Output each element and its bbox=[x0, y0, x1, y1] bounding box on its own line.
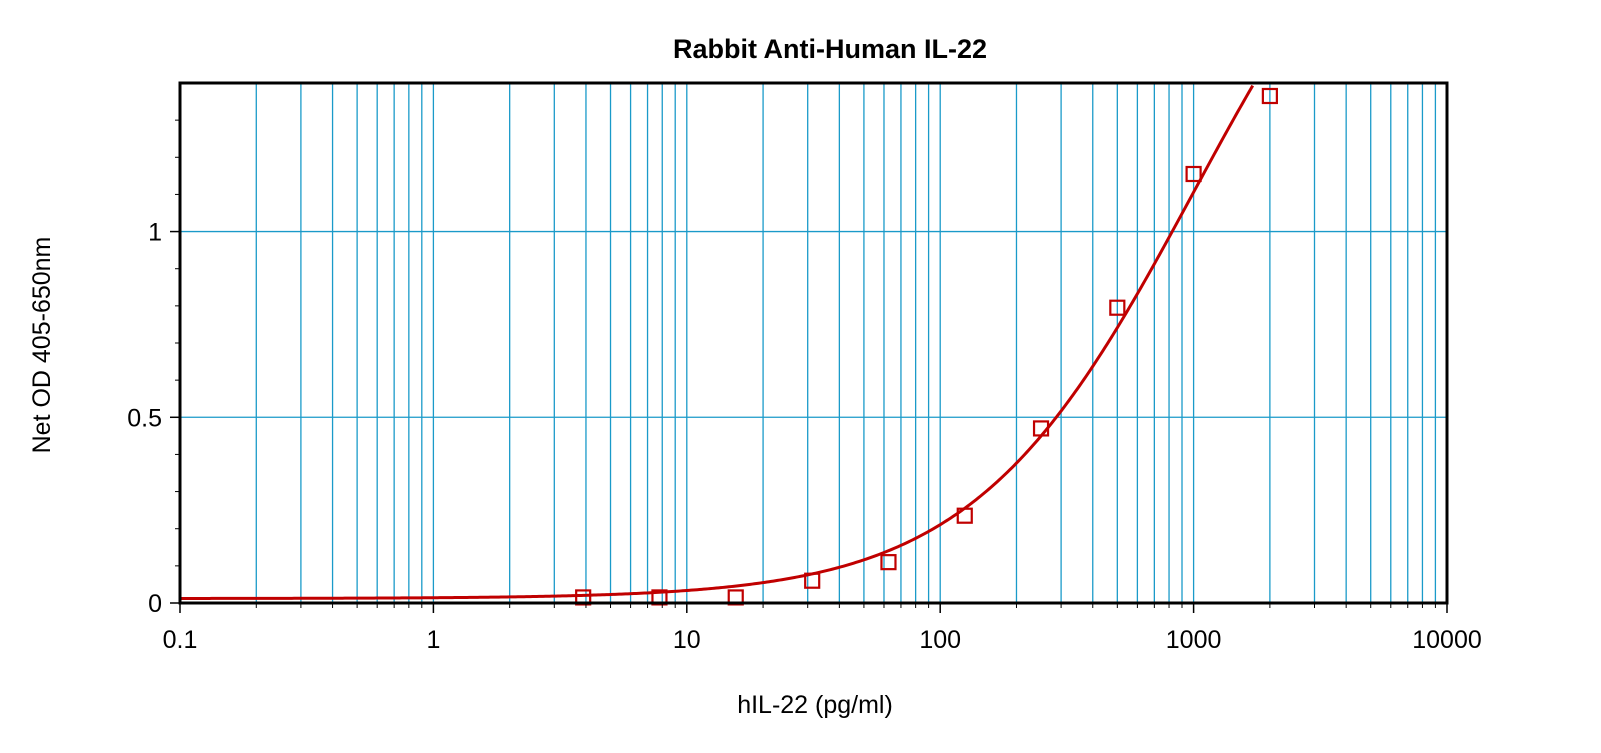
x-tick-label: 1000 bbox=[1166, 626, 1222, 654]
fit-curve bbox=[180, 84, 1255, 600]
fit-curve-layer bbox=[180, 84, 1255, 600]
data-point bbox=[1109, 299, 1126, 316]
data-point bbox=[1261, 87, 1278, 105]
y-tick-label: 0 bbox=[148, 590, 162, 618]
tick-labels: 0.1 1 10 100 1000 10000 0 0.5 1 bbox=[127, 219, 1482, 654]
data-point bbox=[880, 554, 897, 571]
y-axis-label: Net OD 405-650nm bbox=[28, 237, 56, 454]
x-tick-label: 1 bbox=[426, 626, 440, 654]
data-point bbox=[1032, 420, 1050, 437]
y-tick-label: 1 bbox=[148, 219, 162, 247]
x-tick-label: 0.1 bbox=[163, 626, 198, 654]
x-tick-label: 10 bbox=[673, 626, 701, 654]
x-tick-label: 10000 bbox=[1412, 626, 1482, 654]
x-tick-label: 100 bbox=[919, 626, 961, 654]
data-point bbox=[804, 572, 821, 589]
data-point bbox=[1185, 165, 1202, 183]
axis-ticks bbox=[170, 119, 1448, 613]
grid-lines bbox=[180, 83, 1447, 603]
y-tick-label: 0.5 bbox=[127, 404, 162, 432]
x-axis-label: hIL-22 (pg/ml) bbox=[737, 691, 893, 719]
data-point bbox=[956, 507, 973, 524]
chart-title: Rabbit Anti-Human IL-22 bbox=[673, 34, 987, 64]
